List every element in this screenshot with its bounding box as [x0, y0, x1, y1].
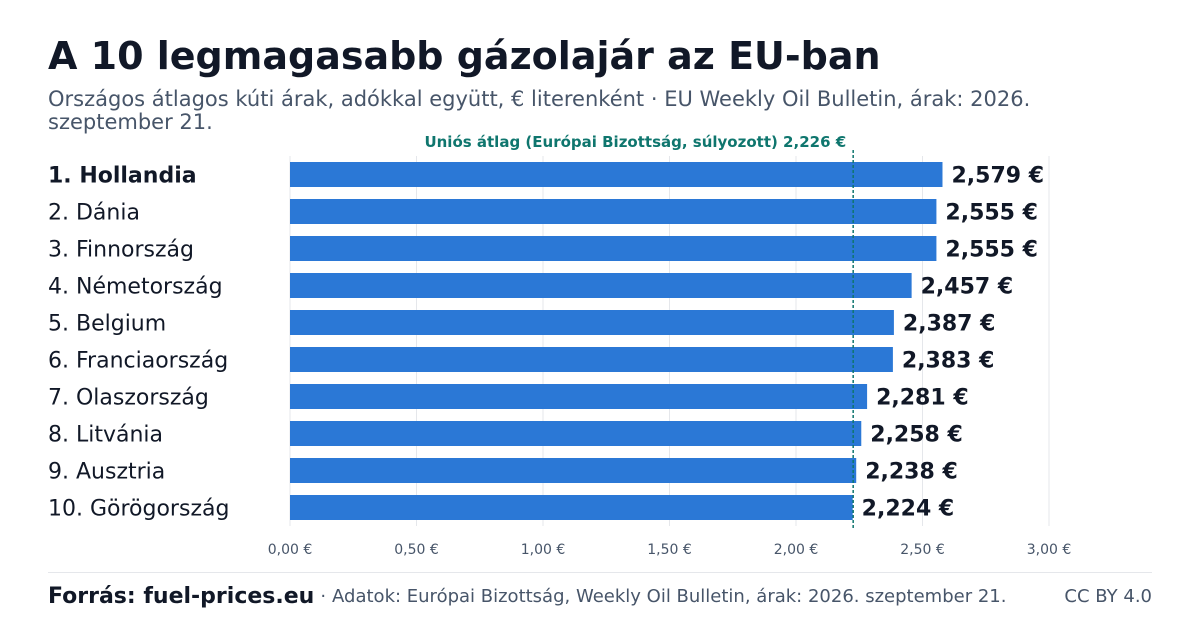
- category-label: 6. Franciaország: [48, 349, 228, 374]
- footer-divider: [48, 572, 1152, 573]
- bar: [290, 458, 857, 483]
- category-label: 3. Finnország: [48, 238, 194, 263]
- x-tick-label: 1,50 €: [647, 542, 692, 558]
- bar-value-label: 2,224 €: [862, 497, 955, 522]
- bar-value-label: 2,258 €: [870, 423, 963, 448]
- footer-separator: ·: [320, 585, 327, 607]
- footer: Forrás: fuel-prices.eu · Adatok: Európai…: [48, 581, 1152, 611]
- x-tick-label: 1,00 €: [521, 542, 566, 558]
- category-label: 5. Belgium: [48, 312, 166, 337]
- source-label: Forrás: fuel-prices.eu: [48, 583, 315, 609]
- bar-value-label: 2,387 €: [903, 312, 996, 337]
- bar-value-label: 2,579 €: [951, 164, 1044, 189]
- x-tick-label: 2,50 €: [900, 542, 945, 558]
- bar-value-label: 2,555 €: [945, 201, 1038, 226]
- chart-subtitle: Országos átlagos kúti árak, adókkal együ…: [48, 87, 1031, 134]
- bar-value-label: 2,238 €: [865, 460, 958, 485]
- bar: [290, 495, 853, 520]
- category-label: 10. Görögország: [48, 497, 229, 522]
- license-label: CC BY 4.0: [1064, 585, 1152, 607]
- category-label: 9. Ausztria: [48, 460, 165, 485]
- chart-title: A 10 legmagasabb gázolajár az EU-ban: [48, 34, 881, 78]
- category-label: 1. Hollandia: [48, 164, 197, 189]
- category-label: 2. Dánia: [48, 201, 140, 226]
- category-label: 4. Németország: [48, 275, 223, 300]
- bar: [290, 384, 868, 409]
- bar: [290, 236, 937, 261]
- bar: [290, 199, 937, 224]
- eu-average-label: Uniós átlag (Európai Bizottság, súlyozot…: [424, 133, 846, 151]
- bar: [290, 347, 893, 372]
- bar: [290, 421, 862, 446]
- bar-value-label: 2,555 €: [945, 238, 1038, 263]
- x-tick-label: 0,50 €: [394, 542, 439, 558]
- bar: [290, 162, 943, 187]
- category-label: 7. Olaszország: [48, 386, 209, 411]
- bar: [290, 310, 894, 335]
- x-tick-label: 2,00 €: [774, 542, 819, 558]
- bar-value-label: 2,281 €: [876, 386, 969, 411]
- x-tick-label: 3,00 €: [1027, 542, 1072, 558]
- bar: [290, 273, 912, 298]
- category-label: 8. Litvánia: [48, 423, 163, 448]
- bar-value-label: 2,457 €: [921, 275, 1014, 300]
- bar-value-label: 2,383 €: [902, 349, 995, 374]
- data-attribution: Adatok: Európai Bizottság, Weekly Oil Bu…: [332, 585, 1007, 607]
- x-tick-label: 0,00 €: [268, 542, 313, 558]
